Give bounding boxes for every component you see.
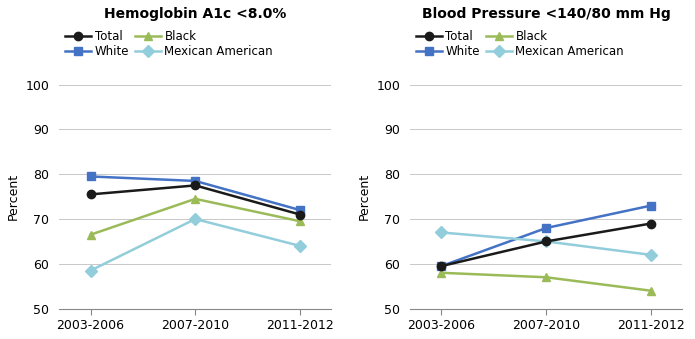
Total [191, 183, 199, 187]
Title: Hemoglobin A1c <8.0%: Hemoglobin A1c <8.0% [104, 7, 286, 21]
Total [86, 192, 95, 196]
Line: Mexican American: Mexican American [86, 215, 304, 275]
Mexican American [437, 231, 445, 235]
Y-axis label: Percent: Percent [7, 173, 20, 220]
Mexican American [86, 268, 95, 273]
Mexican American [542, 239, 550, 243]
Mexican American [647, 253, 655, 257]
Line: Total: Total [437, 219, 655, 270]
Title: Blood Pressure <140/80 mm Hg: Blood Pressure <140/80 mm Hg [422, 7, 671, 21]
Line: Black: Black [437, 268, 655, 295]
Black [86, 233, 95, 237]
White [647, 203, 655, 207]
Total [647, 221, 655, 225]
Line: Mexican American: Mexican American [437, 228, 655, 259]
Y-axis label: Percent: Percent [358, 173, 371, 220]
Legend: Total, White, Black, Mexican American: Total, White, Black, Mexican American [65, 30, 273, 58]
Line: Total: Total [86, 181, 304, 219]
Line: White: White [437, 201, 655, 270]
Total [542, 239, 550, 243]
White [86, 175, 95, 179]
Black [542, 275, 550, 279]
Line: White: White [86, 172, 304, 214]
Black [191, 197, 199, 201]
Mexican American [296, 244, 304, 248]
White [191, 179, 199, 183]
White [437, 264, 445, 268]
Legend: Total, White, Black, Mexican American: Total, White, Black, Mexican American [416, 30, 624, 58]
Line: Black: Black [86, 195, 304, 239]
Mexican American [191, 217, 199, 221]
Black [647, 289, 655, 293]
White [542, 226, 550, 230]
Total [296, 213, 304, 217]
Black [437, 271, 445, 275]
Black [296, 219, 304, 223]
Total [437, 264, 445, 268]
White [296, 208, 304, 212]
